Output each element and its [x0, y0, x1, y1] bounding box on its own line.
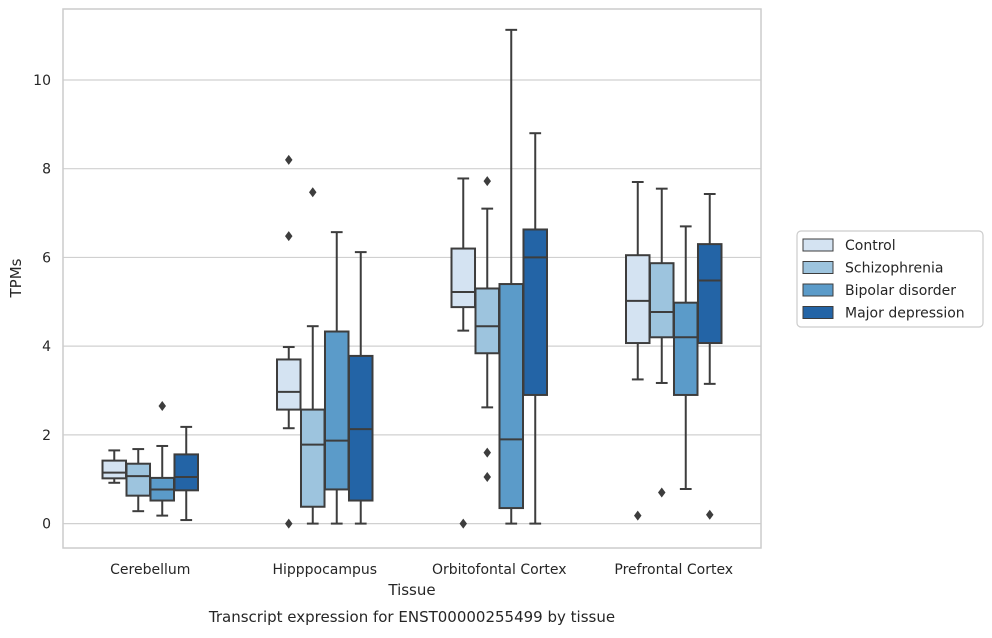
outlier-point	[483, 472, 492, 483]
box-2-3	[672, 225, 699, 490]
box-body	[648, 262, 675, 339]
legend-label: Major depression	[845, 306, 965, 322]
box-body	[173, 453, 199, 492]
x-tick-label: Cerebellum	[110, 562, 190, 578]
legend-swatch	[802, 283, 834, 297]
legend-box	[796, 230, 984, 328]
legend-label: Bipolar disorder	[845, 283, 956, 299]
x-tick-labels: Cerebellum Hipppocampus Orbitofontal Corte…	[110, 562, 733, 578]
box-body	[101, 459, 128, 480]
box-0-2	[450, 177, 477, 529]
box-body	[450, 247, 477, 309]
y-tick-label: 6	[42, 250, 51, 266]
box-0-1	[276, 154, 302, 529]
outlier-point	[459, 518, 468, 529]
box-body	[323, 330, 350, 491]
x-axis-title: Tissue	[387, 581, 435, 599]
box-body	[625, 254, 651, 345]
outlier-point	[285, 231, 293, 242]
legend: Control Schizophrenia Bipolar disorder Majo…	[796, 230, 984, 328]
y-tick-label: 0	[42, 517, 51, 533]
legend-swatch	[802, 238, 834, 252]
y-tick-labels: 0 2 4 6 8 10	[33, 73, 51, 533]
outlier-point	[634, 510, 642, 521]
outlier-point	[483, 176, 492, 187]
box-3-3	[696, 192, 723, 520]
outlier-point	[158, 401, 166, 412]
outlier-point	[483, 447, 492, 458]
plot-frame	[62, 8, 762, 549]
box-body	[125, 462, 152, 497]
box-1-2	[474, 176, 501, 483]
box-2-1	[323, 231, 350, 525]
legend-label: Schizophrenia	[845, 261, 943, 277]
boxes-layer	[101, 28, 723, 529]
y-tick-label: 2	[42, 428, 51, 444]
box-3-1	[347, 251, 374, 525]
x-tick-label: Prefrontal Cortex	[614, 562, 733, 578]
legend-swatch	[802, 306, 834, 319]
y-axis-title: TPMs	[7, 258, 25, 298]
y-tick-label: 4	[42, 339, 51, 355]
box-body	[522, 228, 548, 396]
box-body	[276, 358, 302, 411]
box-2-2	[498, 28, 525, 525]
box-3-0	[173, 425, 199, 522]
outlier-point	[658, 487, 666, 498]
gridlines	[63, 79, 761, 525]
box-2-0	[149, 401, 176, 517]
box-body	[498, 283, 525, 510]
box-1-1	[299, 187, 326, 525]
chart-caption: Transcript expression for ENST0000025549…	[208, 608, 615, 626]
legend-swatch	[802, 261, 834, 274]
y-tick-label: 8	[42, 162, 51, 178]
box-1-3	[648, 187, 675, 498]
outlier-point	[309, 187, 317, 198]
outlier-point	[285, 518, 293, 529]
box-3-2	[522, 132, 548, 525]
x-tick-label: Orbitofontal Cortex	[432, 562, 567, 578]
y-tick-label: 10	[33, 73, 51, 89]
box-body	[672, 301, 699, 396]
box-body	[299, 408, 326, 508]
outlier-point	[285, 154, 293, 165]
legend-label: Control	[845, 238, 896, 254]
box-body	[696, 243, 723, 345]
box-body	[474, 287, 501, 355]
x-tick-label: Hipppocampus	[272, 562, 377, 578]
box-0-0	[101, 449, 128, 484]
outlier-point	[705, 509, 714, 520]
